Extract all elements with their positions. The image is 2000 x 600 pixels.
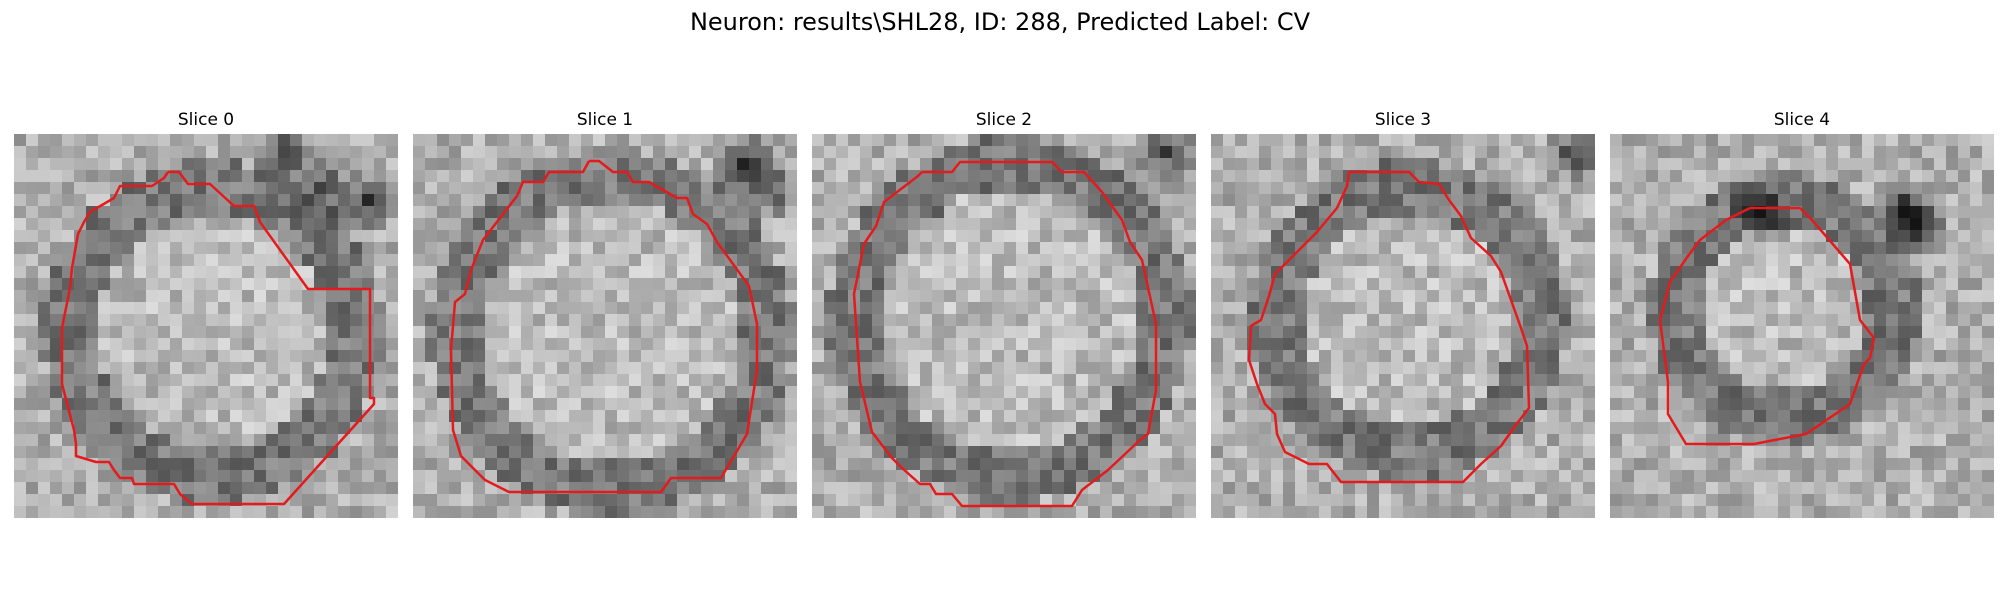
- slice-image-1: [413, 134, 797, 518]
- slice-image-0: [14, 134, 398, 518]
- slice-title-4: Slice 4: [1610, 108, 1994, 132]
- slice-title-1: Slice 1: [413, 108, 797, 132]
- slice-panel-1: Slice 1: [413, 108, 797, 518]
- slice-title-3: Slice 3: [1211, 108, 1595, 132]
- slice-panel-3: Slice 3: [1211, 108, 1595, 518]
- figure-title: Neuron: results\SHL28, ID: 288, Predicte…: [0, 8, 2000, 36]
- slice-panel-2: Slice 2: [812, 108, 1196, 518]
- slice-panel-4: Slice 4: [1610, 108, 1994, 518]
- slice-title-2: Slice 2: [812, 108, 1196, 132]
- slice-image-2: [812, 134, 1196, 518]
- slice-image-3: [1211, 134, 1595, 518]
- slice-panel-0: Slice 0: [14, 108, 398, 518]
- slice-title-0: Slice 0: [14, 108, 398, 132]
- slice-image-4: [1610, 134, 1994, 518]
